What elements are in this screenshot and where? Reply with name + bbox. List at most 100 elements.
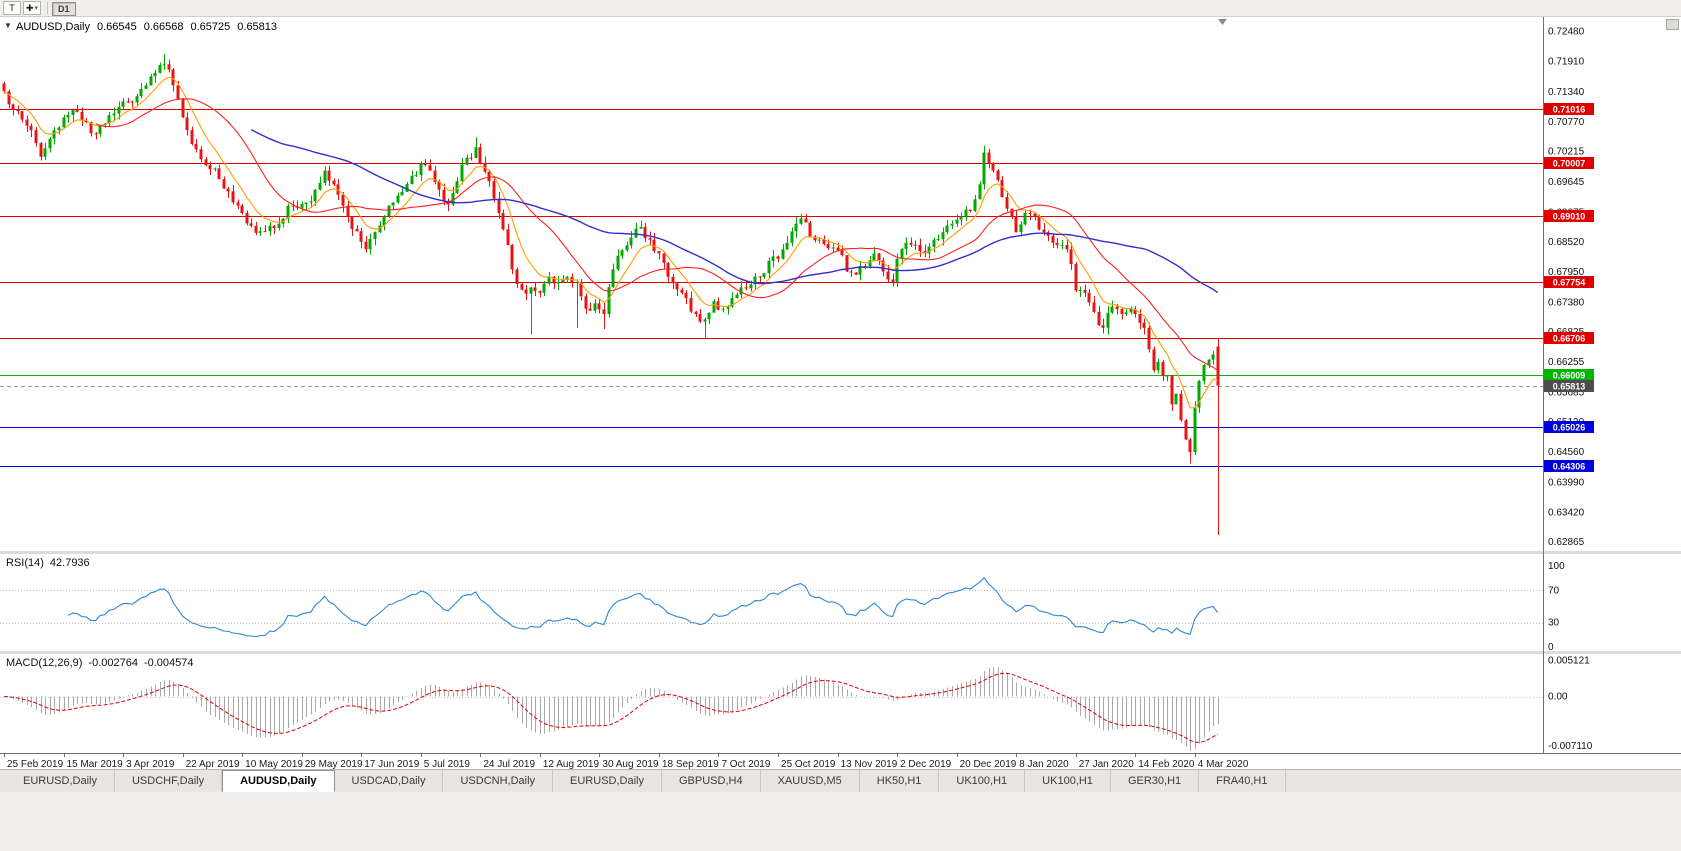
tab-ger30-h1[interactable]: GER30,H1 — [1111, 770, 1200, 792]
candle-body — [474, 147, 478, 158]
cursor-tool-button[interactable]: ✚ ▾ — [23, 1, 41, 15]
tab-audusd-daily[interactable]: AUDUSD,Daily — [222, 770, 335, 792]
price-axis-tick: 0.70215 — [1548, 147, 1585, 158]
candle-body — [781, 249, 785, 259]
candle-body — [680, 289, 684, 293]
scrollbar-button[interactable] — [1666, 19, 1679, 30]
candle-body — [597, 303, 601, 310]
candle-body — [373, 232, 377, 240]
tab-eurusd-daily[interactable]: EURUSD,Daily — [6, 770, 115, 792]
timeframe-button-d1[interactable]: D1 — [52, 2, 76, 16]
candle-body — [913, 244, 917, 246]
chart-canvas[interactable]: 0.72480 0.71910 0.71340 0.70770 0.70215 0.696… — [0, 17, 1681, 769]
ohlc-open: 0.66545 — [96, 21, 137, 33]
candle-body — [625, 245, 629, 251]
candle-body — [831, 247, 835, 249]
one-click-trading-toggle[interactable]: ▼ — [4, 21, 12, 30]
price-axis-tick: 0.66255 — [1548, 357, 1585, 368]
macd-main-value: -0.002764 — [88, 657, 138, 669]
tab-fra40-h1[interactable]: FRA40,H1 — [1199, 770, 1286, 792]
candle-body — [387, 205, 391, 217]
candle-body — [671, 276, 675, 284]
candle-body — [130, 101, 134, 103]
candle-body — [813, 236, 817, 241]
price-axis[interactable] — [1543, 17, 1681, 753]
candle-body — [840, 250, 844, 256]
rsi-value: 42.7936 — [49, 557, 90, 569]
candle-body — [139, 88, 143, 97]
tab-hk50-h1[interactable]: HK50,H1 — [860, 770, 940, 792]
pane-divider[interactable] — [0, 551, 1681, 554]
candle-body — [1078, 289, 1082, 291]
candle-body — [854, 272, 858, 275]
candle-body — [1110, 306, 1114, 313]
candle-body — [675, 283, 679, 290]
candle-body — [799, 218, 803, 224]
price-level-badge — [1544, 369, 1594, 381]
tab-eurusd-daily[interactable]: EURUSD,Daily — [553, 770, 662, 792]
tab-gbpusd-h4[interactable]: GBPUSD,H4 — [662, 770, 761, 792]
candle-body — [808, 222, 812, 237]
candle-body — [1028, 213, 1032, 215]
candle-body — [987, 152, 991, 164]
candle-body — [1000, 180, 1004, 198]
candle-body — [1197, 380, 1201, 408]
candle-body — [346, 205, 350, 217]
candle-body — [355, 229, 359, 232]
candle-body — [121, 101, 125, 107]
candle-body — [776, 256, 780, 259]
candle-body — [222, 179, 226, 189]
candle-body — [29, 125, 33, 131]
tab-xauusd-m5[interactable]: XAUUSD,M5 — [761, 770, 860, 792]
candle-body — [575, 282, 579, 284]
candle-body — [945, 225, 949, 233]
candle-body — [1083, 289, 1087, 293]
candle-body — [973, 199, 977, 211]
candle-body — [735, 294, 739, 299]
price-level-badge — [1544, 157, 1594, 169]
candle-body — [858, 266, 862, 275]
time-axis-label: 14 Feb 2020 — [1138, 759, 1195, 769]
candle-body — [845, 255, 849, 272]
candle-body — [1211, 354, 1215, 360]
candle-body — [84, 120, 88, 122]
candle-body — [1188, 439, 1192, 453]
time-axis-label: 2 Dec 2019 — [900, 759, 952, 769]
tab-usdchf-daily[interactable]: USDCHF,Daily — [115, 770, 223, 792]
time-axis[interactable] — [0, 753, 1681, 769]
candle-body — [107, 115, 111, 124]
rsi-axis-tick: 0 — [1548, 642, 1554, 653]
pane-divider[interactable] — [0, 651, 1681, 654]
candle-body — [20, 111, 24, 120]
candle-body — [1138, 314, 1142, 323]
candle-body — [149, 76, 153, 86]
toolbar-separator — [47, 2, 48, 14]
tab-usdcnh-daily[interactable]: USDCNH,Daily — [443, 770, 554, 792]
candle-body — [616, 255, 620, 270]
candle-body — [542, 283, 546, 293]
candle-body — [1069, 249, 1073, 265]
tab-uk100-h1[interactable]: UK100,H1 — [1025, 770, 1111, 792]
candle-body — [460, 164, 464, 182]
tab-uk100-h1[interactable]: UK100,H1 — [939, 770, 1026, 792]
candle-body — [497, 198, 501, 214]
price-level-badge-text: 0.65813 — [1553, 382, 1586, 392]
candle-body — [836, 247, 840, 251]
time-axis-label: 15 Mar 2019 — [67, 759, 124, 769]
candle-body — [1156, 361, 1160, 371]
candle-body — [204, 159, 208, 166]
candle-body — [291, 205, 295, 207]
candle-body — [254, 225, 258, 233]
price-axis-tick: 0.70770 — [1548, 117, 1585, 128]
chart-shift-marker[interactable] — [1218, 19, 1227, 25]
candle-body — [391, 202, 395, 206]
candle-body — [1161, 361, 1165, 376]
time-axis-label: 25 Oct 2019 — [781, 759, 836, 769]
tab-usdcad-daily[interactable]: USDCAD,Daily — [335, 770, 444, 792]
candle-body — [753, 276, 757, 285]
time-axis-label: 7 Oct 2019 — [721, 759, 770, 769]
candle-body — [785, 242, 789, 250]
candle-body — [419, 163, 423, 176]
chart-type-button[interactable]: T — [3, 1, 21, 15]
candle-body — [446, 200, 450, 205]
